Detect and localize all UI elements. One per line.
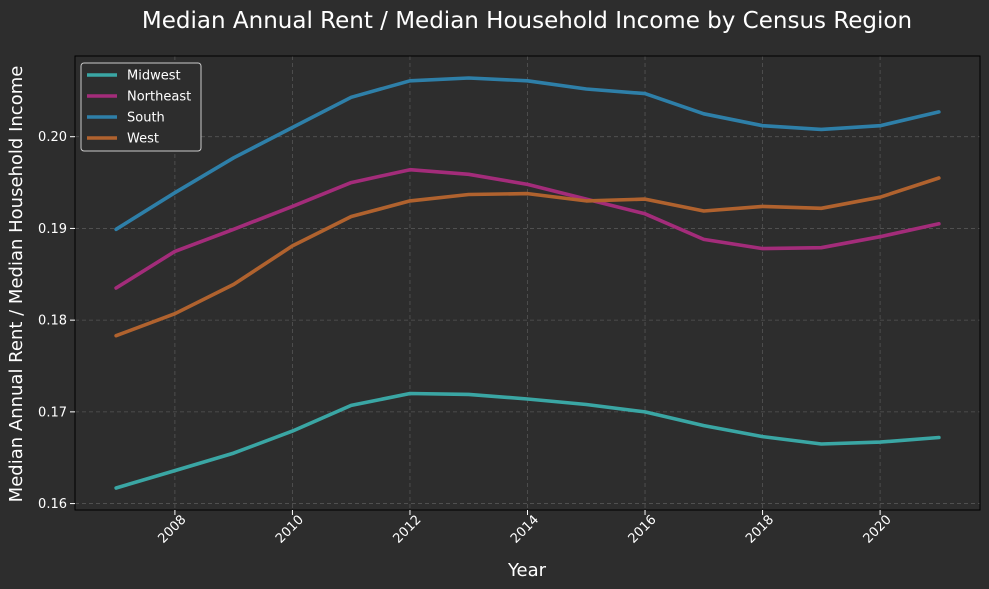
legend-label-northeast: Northeast	[127, 90, 191, 105]
series-line-west	[114, 176, 941, 338]
x-axis-label: Year	[507, 560, 547, 581]
series-line-south	[114, 76, 941, 232]
series-lines	[114, 76, 941, 490]
series-line-northeast	[114, 167, 941, 290]
y-axis-ticks: 0.16 0.17 0.18 0.19 0.20	[38, 130, 75, 512]
chart-title: Median Annual Rent / Median Household In…	[142, 8, 912, 34]
legend-label-west: West	[127, 132, 159, 147]
y-tick-label: 0.19	[38, 222, 67, 237]
y-tick-label: 0.16	[38, 497, 67, 512]
grid	[75, 56, 980, 510]
legend-label-south: South	[127, 111, 165, 126]
y-tick-label: 0.17	[38, 405, 67, 420]
legend-box	[80, 62, 202, 152]
legend-label-midwest: Midwest	[127, 69, 181, 84]
y-tick-label: 0.20	[38, 130, 67, 145]
legend: Midwest Northeast South West	[80, 62, 202, 152]
y-tick-label: 0.18	[38, 314, 67, 329]
y-axis-label: Median Annual Rent / Median Household In…	[6, 66, 27, 503]
series-line-midwest	[114, 391, 941, 490]
